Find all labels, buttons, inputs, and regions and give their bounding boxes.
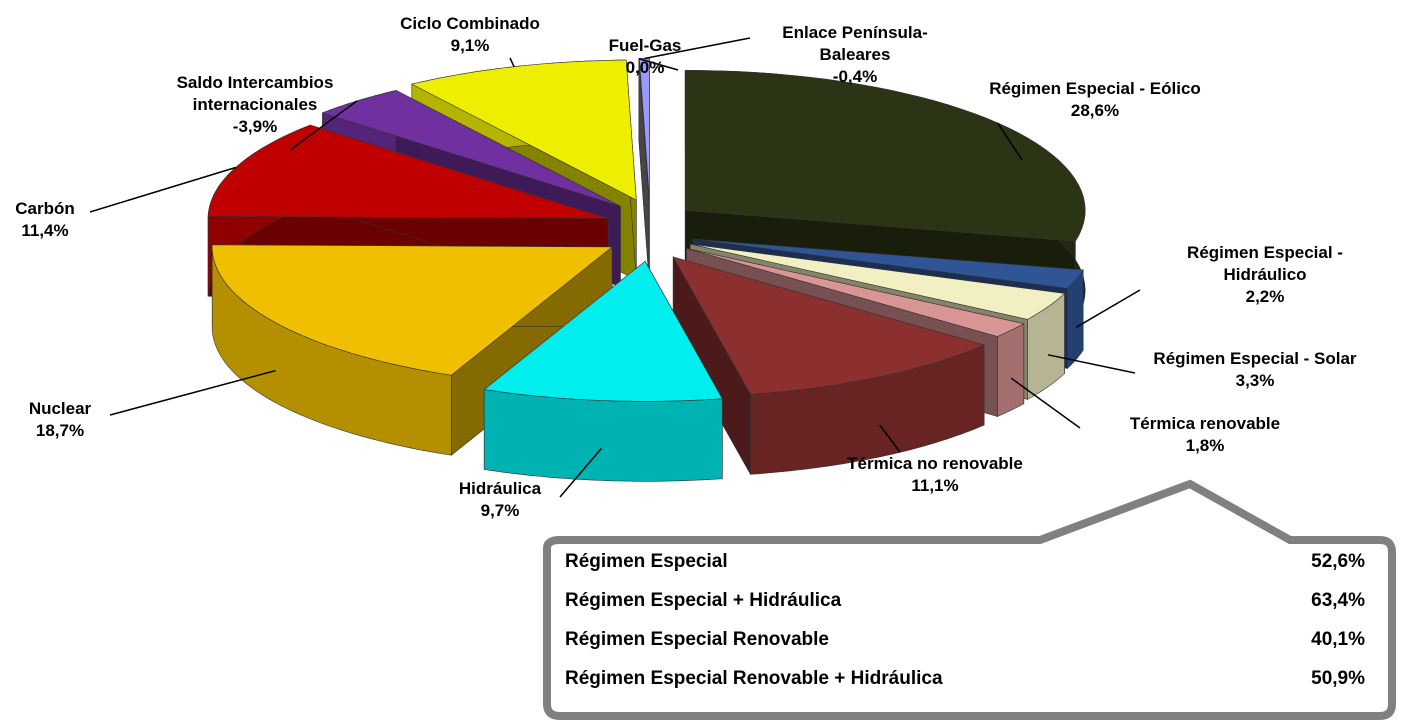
slice-value: 18,7% [35, 421, 85, 440]
slice-label: Enlace Península-Baleares -0,4% [755, 22, 955, 88]
summary-row: Régimen Especial Renovable 40,1% [565, 626, 1365, 665]
summary-row: Régimen Especial Renovable + Hidráulica 5… [565, 665, 1365, 704]
leader-line [997, 122, 1023, 161]
slice-label: Régimen Especial - Solar 3,3% [1130, 348, 1380, 392]
slice-name: Carbón [15, 199, 75, 218]
slice-label: Hidráulica 9,7% [425, 478, 575, 522]
slice [638, 58, 650, 279]
leader-line [879, 424, 901, 453]
summary-value: 40,1% [1311, 629, 1365, 650]
slice-label: Nuclear 18,7% [0, 398, 120, 442]
slice-name: Régimen Especial - Solar [1153, 349, 1357, 368]
slice-name: Nuclear [28, 399, 92, 418]
summary-row: Régimen Especial 52,6% [565, 548, 1365, 587]
slice-top [483, 260, 723, 402]
slice-label: Saldo Intercambios internacionales -3,9% [140, 72, 370, 138]
slice-name: Régimen Especial - Hidráulico [1187, 243, 1343, 284]
leader-line [289, 100, 358, 151]
summary-label: Régimen Especial + Hidráulica [565, 590, 842, 611]
callout-box [543, 479, 1396, 720]
summary-value: 52,6% [1311, 551, 1365, 572]
slice-label: Carbón 11,4% [0, 198, 100, 242]
leader-line [638, 57, 679, 71]
leader-line [1010, 377, 1081, 429]
slice-value: 0,0% [625, 58, 665, 77]
slice-name: Fuel-Gas [608, 36, 682, 55]
slice [483, 260, 723, 482]
summary-row: Régimen Especial + Hidráulica 63,4% [565, 587, 1365, 626]
summary-table: Régimen Especial 52,6% Régimen Especial + … [565, 548, 1365, 704]
slice-name: Régimen Especial - Eólico [989, 79, 1201, 98]
slice-value: 1,8% [1185, 436, 1225, 455]
slice-label: Ciclo Combinado 9,1% [370, 13, 570, 57]
leader-line [1075, 289, 1141, 328]
slice-name: Ciclo Combinado [400, 14, 540, 33]
slice [672, 255, 986, 476]
slice-side [483, 389, 723, 482]
slice-top [211, 244, 613, 376]
leader-line [644, 37, 751, 60]
leader-line [89, 166, 236, 213]
leader-line [559, 448, 602, 498]
slice-value: -0,4% [832, 67, 878, 86]
slice-value: -3,9% [232, 117, 278, 136]
slice-top [690, 243, 1066, 320]
leader-line [509, 57, 515, 68]
slice-value: 9,7% [480, 501, 520, 520]
slice-label: Térmica no renovable 11,1% [815, 453, 1055, 497]
slice-label: Térmica renovable 1,8% [1105, 413, 1305, 457]
slice-top [672, 256, 986, 395]
slice-value: 11,4% [21, 221, 69, 240]
slice-top [686, 248, 1025, 337]
slice-label: Régimen Especial - Eólico 28,6% [980, 78, 1210, 122]
slice-side [997, 323, 1025, 417]
slice-name: Hidráulica [458, 479, 542, 498]
slice-value: 28,6% [1070, 101, 1120, 120]
summary-value: 50,9% [1311, 668, 1365, 689]
leader-line [109, 369, 276, 416]
summary-label: Régimen Especial Renovable + Hidráulica [565, 668, 943, 689]
slice-name: Enlace Península-Baleares [782, 23, 928, 64]
slice-name: Saldo Intercambios internacionales [176, 73, 334, 114]
summary-value: 63,4% [1311, 590, 1365, 611]
slice-label: Fuel-Gas 0,0% [595, 35, 695, 79]
summary-label: Régimen Especial Renovable [565, 629, 829, 650]
slice-value: 11,1% [911, 476, 959, 495]
slice-value: 3,3% [1235, 371, 1275, 390]
slice-value: 2,2% [1245, 287, 1285, 306]
summary-label: Régimen Especial [565, 551, 728, 572]
slice-label: Régimen Especial - Hidráulico 2,2% [1155, 242, 1375, 308]
slice-top [693, 238, 1084, 289]
slice-value: 9,1% [450, 36, 490, 55]
slice-name: Térmica renovable [1129, 414, 1281, 433]
leader-line [1047, 354, 1136, 374]
slice-name: Térmica no renovable [847, 454, 1023, 473]
